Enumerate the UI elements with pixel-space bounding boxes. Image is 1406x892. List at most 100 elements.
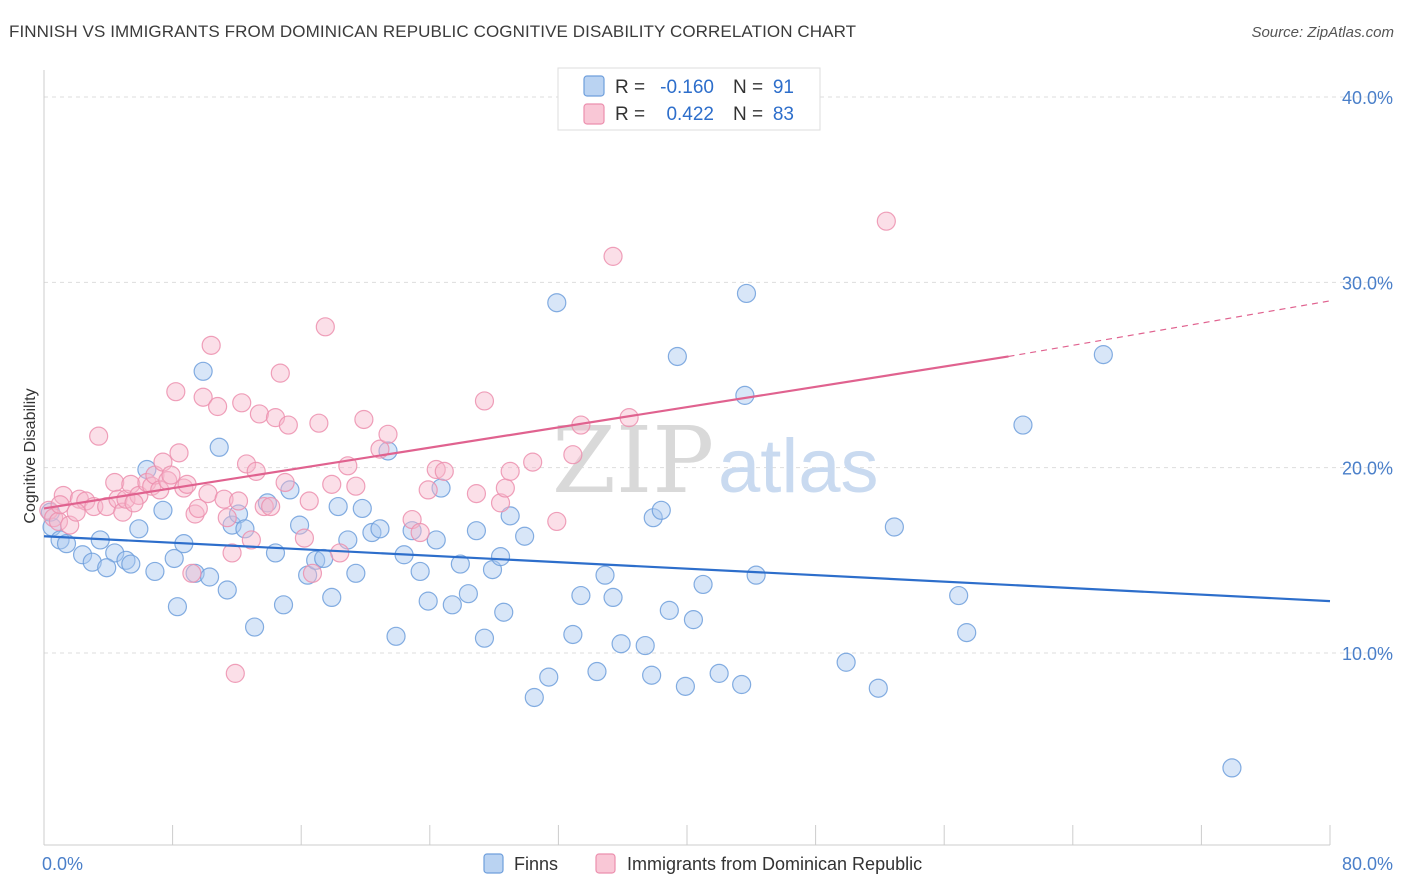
source-label: Source: ZipAtlas.com xyxy=(1251,24,1394,41)
dominican-point-34 xyxy=(217,508,237,528)
legend-swatch-finns xyxy=(583,75,605,97)
dominican-point-10 xyxy=(105,472,125,493)
x-tick-label-0: 0.0% xyxy=(42,854,83,874)
dominican-point-80 xyxy=(261,496,281,517)
dominican-point-39 xyxy=(241,530,261,550)
finns-point-68 xyxy=(635,635,655,656)
finns-point-28 xyxy=(273,595,294,615)
finns-point-55 xyxy=(490,547,511,567)
dominican-point-77 xyxy=(124,493,144,513)
finns-point-57 xyxy=(500,506,520,526)
finns-point-49 xyxy=(442,595,462,615)
dominican-point-50 xyxy=(315,317,335,337)
watermark: ZIP atlas xyxy=(552,407,879,514)
dominican-point-44 xyxy=(270,363,290,383)
finns-point-40 xyxy=(370,519,390,539)
finns-point-45 xyxy=(410,561,430,582)
dominican-point-42 xyxy=(254,496,274,517)
finns-point-44 xyxy=(402,521,422,541)
dominican-point-56 xyxy=(370,439,390,459)
finns-point-38 xyxy=(352,498,372,519)
finns-point-75 xyxy=(683,610,704,630)
dominican-point-45 xyxy=(275,472,295,493)
series-legend: Finns Immigrants from Dominican Republic xyxy=(483,853,922,874)
finns-point-24 xyxy=(235,519,255,539)
stats-legend: R = -0.160 N = 91 R = 0.422 N = 83 xyxy=(557,67,821,131)
dominican-point-41 xyxy=(249,404,270,424)
finns-point-15 xyxy=(167,597,188,617)
legend-r-label-finns: R = xyxy=(615,77,645,98)
chart-title: FINNISH VS IMMIGRANTS FROM DOMINICAN REP… xyxy=(9,22,857,41)
finns-point-58 xyxy=(515,526,535,546)
dominican-point-64 xyxy=(474,391,495,411)
finns-point-63 xyxy=(571,585,591,606)
finns-point-52 xyxy=(466,521,487,541)
dominican-point-31 xyxy=(201,335,221,355)
dominican-point-33 xyxy=(214,489,234,509)
series-legend-label-dominican: Immigrants from Dominican Republic xyxy=(627,854,922,874)
x-tick-label-1: 80.0% xyxy=(1342,854,1393,874)
dominican-trend-extension xyxy=(1008,300,1331,358)
finns-point-56 xyxy=(494,602,514,622)
dominican-point-36 xyxy=(225,663,245,683)
dominican-point-62 xyxy=(434,461,454,481)
finns-point-79 xyxy=(735,385,755,405)
finns-point-2 xyxy=(56,534,77,554)
finns-point-47 xyxy=(426,530,446,550)
finns-point-64 xyxy=(587,661,607,682)
finns-point-80 xyxy=(736,283,757,304)
finns-point-19 xyxy=(199,567,220,587)
finns-point-20 xyxy=(209,437,229,457)
finns-point-73 xyxy=(667,346,687,367)
dominican-point-52 xyxy=(330,543,350,563)
dominican-point-32 xyxy=(208,396,228,417)
dominican-point-49 xyxy=(309,413,329,433)
finns-point-10 xyxy=(129,519,149,539)
y-tick-label-0: 10.0% xyxy=(1342,644,1393,664)
finns-point-4 xyxy=(82,552,102,572)
dominican-point-28 xyxy=(185,504,205,524)
dominican-point-54 xyxy=(346,476,366,496)
finns-trend-line xyxy=(43,535,1331,603)
x-tick-labels: 0.0% 80.0% xyxy=(42,854,1393,874)
dominican-point-72 xyxy=(603,246,623,266)
finns-point-14 xyxy=(164,548,184,569)
finns-point-65 xyxy=(595,565,615,585)
y-tick-label-3: 40.0% xyxy=(1342,88,1393,108)
dominican-point-63 xyxy=(466,484,487,504)
dominican-point-65 xyxy=(490,493,511,513)
y-tick-labels: 10.0% 20.0% 30.0% 40.0% xyxy=(1342,88,1393,664)
dominican-point-27 xyxy=(182,563,202,583)
finns-point-74 xyxy=(675,676,695,696)
legend-n-label-finns: N = xyxy=(733,77,763,98)
dominican-point-2 xyxy=(48,511,69,532)
legend-swatch-dominican xyxy=(583,103,605,125)
finns-point-86 xyxy=(957,623,977,643)
finns-point-62 xyxy=(563,624,583,645)
finns-point-59 xyxy=(524,687,544,708)
dominican-point-69 xyxy=(547,511,567,532)
dominican-point-38 xyxy=(236,454,257,474)
dominican-point-14 xyxy=(121,474,141,494)
finns-point-9 xyxy=(121,554,141,574)
finns-point-78 xyxy=(732,674,752,695)
finns-point-21 xyxy=(217,580,237,600)
finns-point-83 xyxy=(868,678,888,698)
legend-n-value-dominican: 83 xyxy=(773,104,794,125)
dominican-point-81 xyxy=(299,491,319,511)
finns-point-87 xyxy=(1013,415,1033,435)
dominican-point-78 xyxy=(188,498,208,519)
dominican-point-37 xyxy=(232,393,252,413)
dominican-point-61 xyxy=(426,459,446,480)
finns-point-60 xyxy=(539,667,559,687)
legend-r-label-dominican: R = xyxy=(615,104,645,125)
finns-point-70 xyxy=(643,508,663,528)
finns-point-18 xyxy=(193,361,213,381)
finns-point-84 xyxy=(884,517,904,537)
dominican-point-24 xyxy=(169,443,189,463)
series-legend-label-finns: Finns xyxy=(514,854,558,874)
dominican-point-55 xyxy=(354,409,374,430)
dominican-point-60 xyxy=(418,480,438,500)
finns-point-6 xyxy=(105,543,125,563)
